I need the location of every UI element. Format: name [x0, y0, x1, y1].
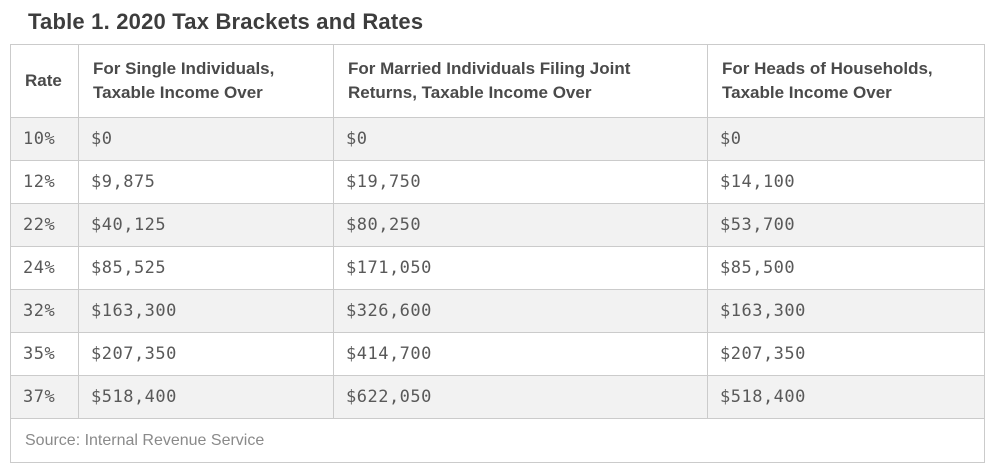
single-income-cell: $9,875 — [78, 160, 334, 204]
column-header-married-joint: For Married Individuals Filing Joint Ret… — [333, 44, 708, 118]
rate-cell: 35% — [10, 332, 79, 376]
married-income-cell: $414,700 — [333, 332, 708, 376]
hoh-income-cell: $518,400 — [707, 375, 985, 419]
hoh-income-cell: $207,350 — [707, 332, 985, 376]
rate-cell: 37% — [10, 375, 79, 419]
married-income-cell: $80,250 — [333, 203, 708, 247]
hoh-income-cell: $85,500 — [707, 246, 985, 290]
table-row: 24% $85,525 $171,050 $85,500 — [10, 246, 985, 290]
single-income-cell: $0 — [78, 117, 334, 161]
column-header-heads-of-households: For Heads of Households, Taxable Income … — [707, 44, 985, 118]
rate-cell: 10% — [10, 117, 79, 161]
column-header-single: For Single Individuals, Taxable Income O… — [78, 44, 334, 118]
single-income-cell: $40,125 — [78, 203, 334, 247]
hoh-income-cell: $0 — [707, 117, 985, 161]
married-income-cell: $0 — [333, 117, 708, 161]
hoh-income-cell: $14,100 — [707, 160, 985, 204]
table-row: 12% $9,875 $19,750 $14,100 — [10, 160, 985, 204]
single-income-cell: $518,400 — [78, 375, 334, 419]
single-income-cell: $85,525 — [78, 246, 334, 290]
rate-cell: 32% — [10, 289, 79, 333]
table-row: 32% $163,300 $326,600 $163,300 — [10, 289, 985, 333]
single-income-cell: $163,300 — [78, 289, 334, 333]
married-income-cell: $326,600 — [333, 289, 708, 333]
header-row: Rate For Single Individuals, Taxable Inc… — [10, 44, 985, 118]
table-source-row: Source: Internal Revenue Service — [10, 418, 985, 463]
rate-cell: 22% — [10, 203, 79, 247]
table-body: 10% $0 $0 $0 12% $9,875 $19,750 $14,100 22% $40,1… — [10, 117, 985, 419]
table-row: 22% $40,125 $80,250 $53,700 — [10, 203, 985, 247]
rate-cell: 24% — [10, 246, 79, 290]
married-income-cell: $622,050 — [333, 375, 708, 419]
tax-brackets-table: Rate For Single Individuals, Taxable Inc… — [10, 44, 985, 463]
hoh-income-cell: $53,700 — [707, 203, 985, 247]
married-income-cell: $19,750 — [333, 160, 708, 204]
rate-cell: 12% — [10, 160, 79, 204]
table-row: 37% $518,400 $622,050 $518,400 — [10, 375, 985, 419]
single-income-cell: $207,350 — [78, 332, 334, 376]
column-header-rate: Rate — [10, 44, 79, 118]
source-note: Source: Internal Revenue Service — [10, 418, 985, 463]
hoh-income-cell: $163,300 — [707, 289, 985, 333]
married-income-cell: $171,050 — [333, 246, 708, 290]
table-row: 35% $207,350 $414,700 $207,350 — [10, 332, 985, 376]
table-title: Table 1. 2020 Tax Brackets and Rates — [28, 9, 424, 34]
table-row: 10% $0 $0 $0 — [10, 117, 985, 161]
